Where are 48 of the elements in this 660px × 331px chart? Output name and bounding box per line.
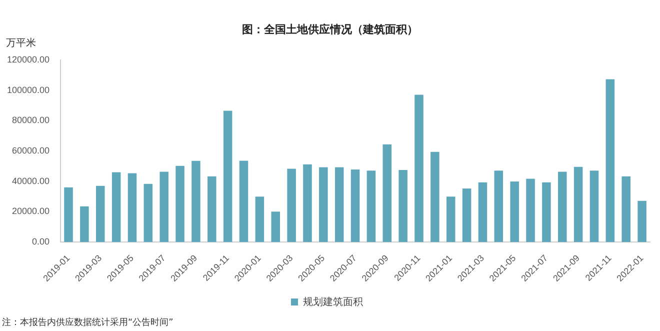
bar (271, 212, 280, 242)
bar (494, 170, 504, 242)
bar (112, 172, 121, 242)
bar (574, 166, 583, 242)
y-tick-label: 120000.00 (6, 54, 50, 64)
y-tick-label: 20000.00 (12, 206, 50, 216)
bar (334, 167, 344, 242)
bar (303, 164, 312, 242)
bar (510, 181, 519, 242)
chart-title: 图：全国土地供应情况（建筑面积） (241, 22, 419, 37)
bar (622, 176, 630, 242)
bar (64, 187, 73, 242)
y-axis-title: 万平米 (6, 36, 36, 50)
bar (398, 170, 408, 242)
bar (144, 184, 153, 242)
bar (542, 182, 551, 242)
bar (208, 176, 216, 242)
bar (478, 182, 488, 242)
bar (176, 166, 184, 242)
y-tick-label: 80000.00 (12, 115, 50, 126)
text: 注：本报告内供应数据统计采用“公告时间” (2, 316, 174, 329)
bar (96, 186, 105, 242)
bar (638, 200, 646, 242)
bar (606, 79, 615, 242)
bar (255, 196, 264, 242)
bar (287, 168, 296, 242)
legend-label: 规划建筑面积 (303, 296, 363, 308)
bar (526, 178, 535, 242)
y-tick-label: 60000.00 (12, 145, 50, 156)
y-tick-label: 100000.00 (6, 84, 50, 95)
bar (462, 188, 472, 242)
bar (430, 152, 440, 242)
bar (223, 110, 232, 242)
bar (80, 206, 89, 242)
bar (192, 160, 200, 242)
bar (366, 170, 376, 242)
y-tick-label: 0.00 (32, 236, 50, 246)
bar (414, 94, 424, 242)
bar (590, 170, 599, 242)
bar (446, 196, 456, 242)
bar (558, 172, 567, 242)
bar (319, 167, 328, 242)
bar (382, 144, 392, 242)
bar (160, 172, 168, 242)
y-tick-label: 40000.00 (12, 176, 50, 186)
bar (239, 160, 248, 242)
bar (350, 170, 360, 242)
bar (128, 173, 137, 242)
